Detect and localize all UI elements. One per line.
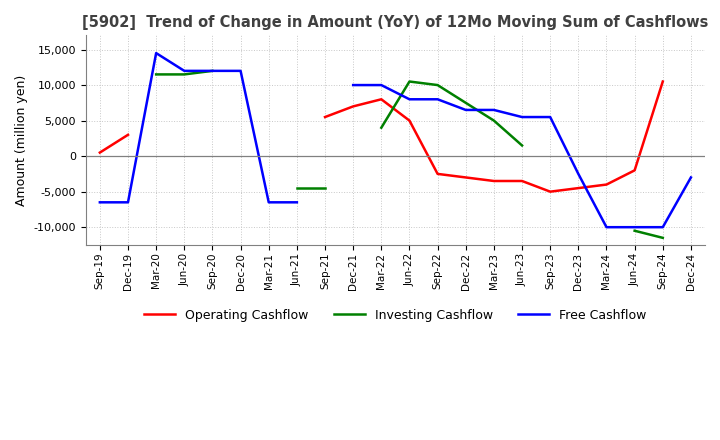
Free Cashflow (236, 68, 245, 73)
Y-axis label: Amount (million yen): Amount (million yen) (15, 74, 28, 206)
Operating Cashflow (124, 132, 132, 137)
Free Cashflow (264, 200, 273, 205)
Line: Free Cashflow: Free Cashflow (100, 53, 297, 202)
Line: Operating Cashflow: Operating Cashflow (100, 135, 128, 153)
Free Cashflow (152, 51, 161, 56)
Free Cashflow (208, 68, 217, 73)
Investing Cashflow (152, 72, 161, 77)
Investing Cashflow (180, 72, 189, 77)
Legend: Operating Cashflow, Investing Cashflow, Free Cashflow: Operating Cashflow, Investing Cashflow, … (139, 304, 652, 327)
Investing Cashflow (208, 68, 217, 73)
Free Cashflow (292, 200, 301, 205)
Free Cashflow (180, 68, 189, 73)
Free Cashflow (124, 200, 132, 205)
Free Cashflow (96, 200, 104, 205)
Operating Cashflow (96, 150, 104, 155)
Line: Investing Cashflow: Investing Cashflow (156, 71, 212, 74)
Title: [5902]  Trend of Change in Amount (YoY) of 12Mo Moving Sum of Cashflows: [5902] Trend of Change in Amount (YoY) o… (82, 15, 708, 30)
